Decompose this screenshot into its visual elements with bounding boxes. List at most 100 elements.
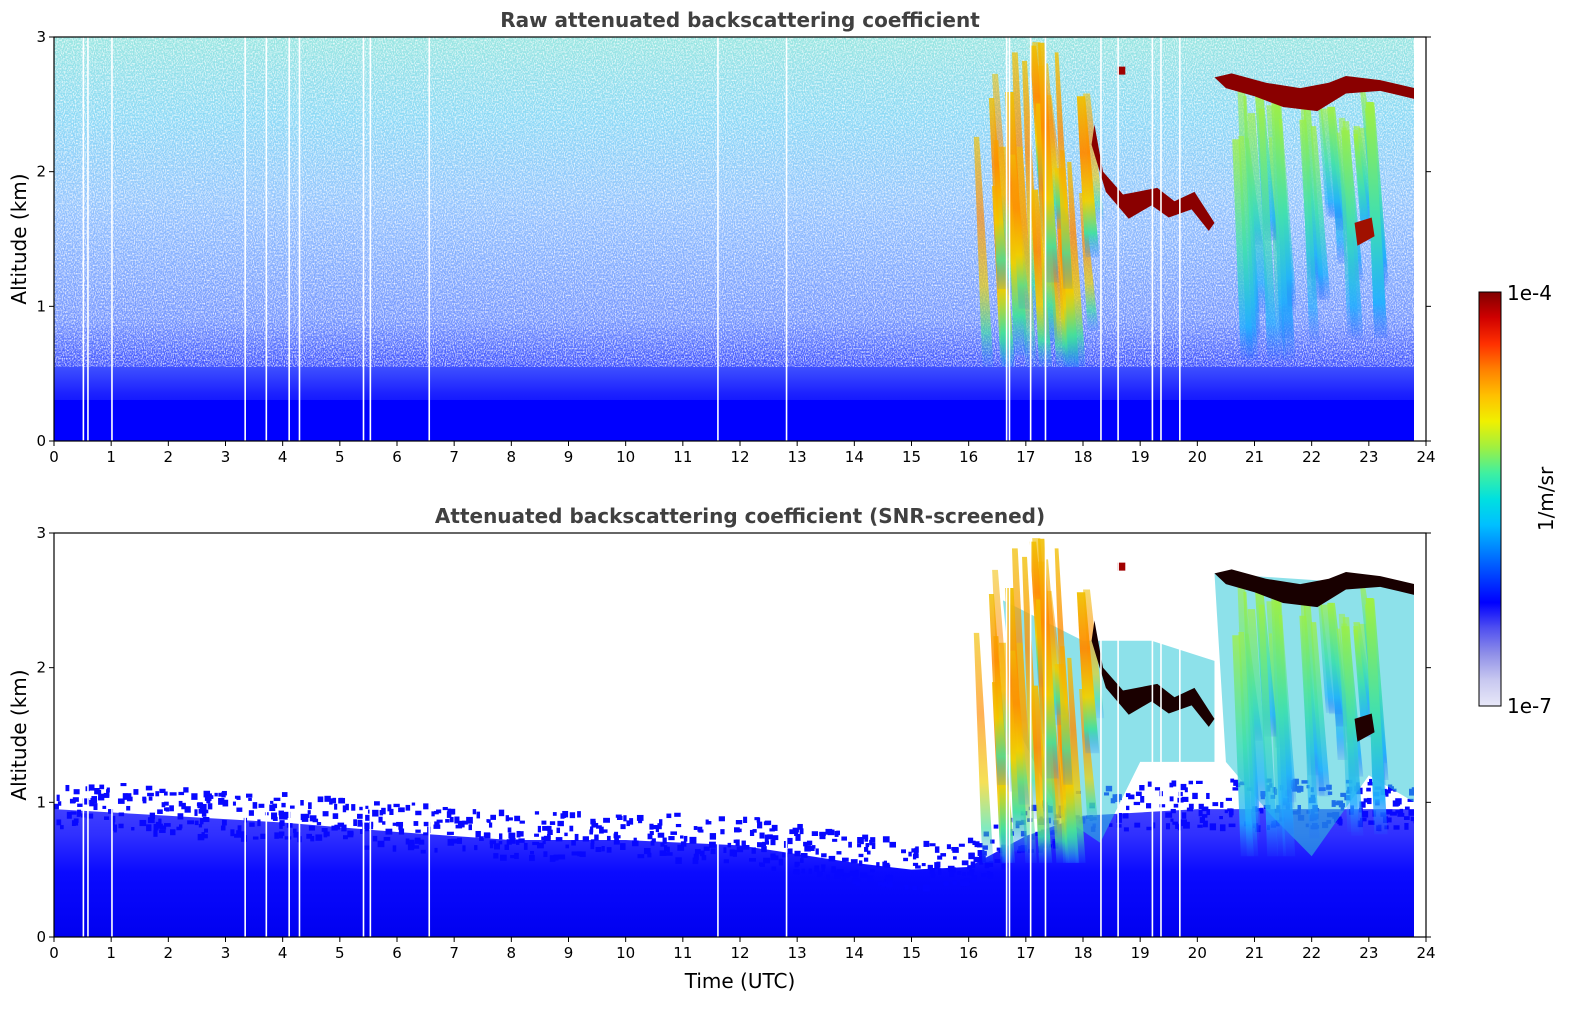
boundary-layer-speck [1259, 807, 1264, 814]
boundary-layer-speck [436, 819, 443, 823]
boundary-layer-speck [77, 809, 82, 817]
boundary-layer-speck [398, 825, 403, 830]
boundary-layer-speck [1171, 780, 1177, 787]
boundary-layer-speck [848, 841, 852, 848]
data-gap-line [362, 37, 365, 441]
boundary-layer-speck [859, 838, 864, 845]
boundary-layer-speck [457, 820, 465, 828]
boundary-layer-speck [571, 851, 579, 856]
boundary-layer-speck [657, 832, 665, 838]
boundary-layer-speck [194, 809, 198, 816]
boundary-layer-speck [821, 864, 826, 869]
boundary-layer-speck [858, 860, 863, 866]
boundary-layer-speck [446, 831, 454, 835]
boundary-layer-speck [232, 801, 236, 806]
boundary-layer-speck [741, 840, 746, 848]
boundary-layer-speck [365, 805, 369, 809]
boundary-layer-speck [801, 868, 806, 874]
x-tick-label: 21 [1245, 448, 1264, 466]
boundary-layer-speck [993, 824, 999, 829]
boundary-layer-speck [762, 841, 767, 847]
boundary-layer-speck [606, 835, 611, 841]
boundary-layer-speck [425, 805, 430, 809]
boundary-layer-speck [1228, 823, 1236, 828]
fall-streak [1353, 133, 1372, 242]
boundary-layer-speck [1146, 826, 1154, 831]
x-tick-label: 7 [449, 448, 459, 466]
boundary-layer-speck [606, 847, 612, 853]
data-gap-line [785, 37, 788, 441]
boundary-layer-speck [637, 854, 645, 859]
boundary-layer-speck [321, 828, 328, 832]
boundary-layer-speck [808, 868, 812, 874]
boundary-layer-speck [379, 810, 384, 816]
boundary-layer-speck [821, 867, 826, 872]
boundary-layer-speck [901, 849, 906, 854]
data-gap-line [288, 533, 290, 937]
boundary-layer-speck [692, 857, 699, 865]
boundary-layer-speck [178, 800, 183, 807]
fall-streak [1238, 136, 1259, 361]
boundary-layer-speck [392, 822, 398, 826]
boundary-layer-speck [831, 866, 836, 873]
boundary-layer-speck [915, 865, 921, 869]
boundary-layer-speck [362, 822, 369, 830]
boundary-layer-speck [651, 838, 656, 843]
fall-streak [1045, 63, 1063, 230]
boundary-layer-speck [451, 838, 458, 844]
boundary-layer-speck [139, 819, 147, 827]
boundary-layer-speck [962, 872, 966, 876]
boundary-layer-speck [970, 861, 976, 869]
x-tick-label: 12 [730, 448, 749, 466]
boundary-layer-speck [111, 815, 116, 823]
fall-streak [1067, 161, 1086, 367]
boundary-layer-speck [434, 821, 440, 827]
boundary-layer-speck [863, 857, 869, 862]
data-gap-line [244, 533, 246, 937]
fall-streak [1320, 604, 1343, 715]
x-tick-label: 13 [788, 944, 807, 962]
boundary-layer-speck [112, 824, 118, 831]
fall-streak [1365, 598, 1388, 835]
data-gap-line [1029, 37, 1032, 441]
boundary-layer-speck [710, 848, 716, 855]
boundary-layer-speck [842, 857, 849, 862]
boundary-layer-speck [214, 792, 218, 797]
x-tick-label: 5 [335, 448, 345, 466]
boundary-layer-speck [106, 789, 110, 796]
boundary-layer-speck [236, 807, 243, 812]
boundary-layer-speck [542, 840, 546, 845]
boundary-layer-speck [595, 822, 599, 827]
cloud-layer-upper [1214, 569, 1415, 608]
data-gap-line [111, 37, 113, 441]
boundary-layer-speck [921, 863, 926, 867]
boundary-layer-speck [577, 811, 581, 818]
boundary-layer-speck [590, 826, 594, 833]
boundary-layer-speck [169, 805, 174, 812]
boundary-layer-speck [274, 832, 279, 839]
boundary-layer-speck [450, 810, 455, 815]
boundary-layer-speck [636, 814, 644, 821]
fall-streak [1045, 559, 1063, 726]
boundary-layer-speck [574, 833, 579, 841]
boundary-layer-speck [308, 825, 316, 831]
boundary-layer-speck [475, 830, 481, 838]
boundary-layer-speck [865, 843, 870, 848]
boundary-layer-speck [447, 808, 452, 813]
data-gap-line [1100, 37, 1102, 441]
boundary-layer-speck [1392, 800, 1399, 807]
boundary-layer-speck [1201, 814, 1208, 818]
boundary-layer-speck [332, 813, 339, 819]
boundary-layer-speck [372, 835, 378, 842]
boundary-layer-speck [826, 874, 830, 880]
boundary-layer-speck [159, 823, 163, 830]
boundary-layer-speck [505, 815, 509, 822]
boundary-layer-speck [236, 830, 242, 838]
boundary-layer-speck [322, 811, 329, 817]
boundary-layer-speck [260, 833, 266, 839]
boundary-layer-speck [278, 831, 284, 839]
boundary-layer-speck [409, 839, 415, 844]
boundary-layer-speck [98, 793, 105, 801]
boundary-layer-speck [613, 840, 620, 845]
boundary-layer-speck [752, 829, 757, 833]
